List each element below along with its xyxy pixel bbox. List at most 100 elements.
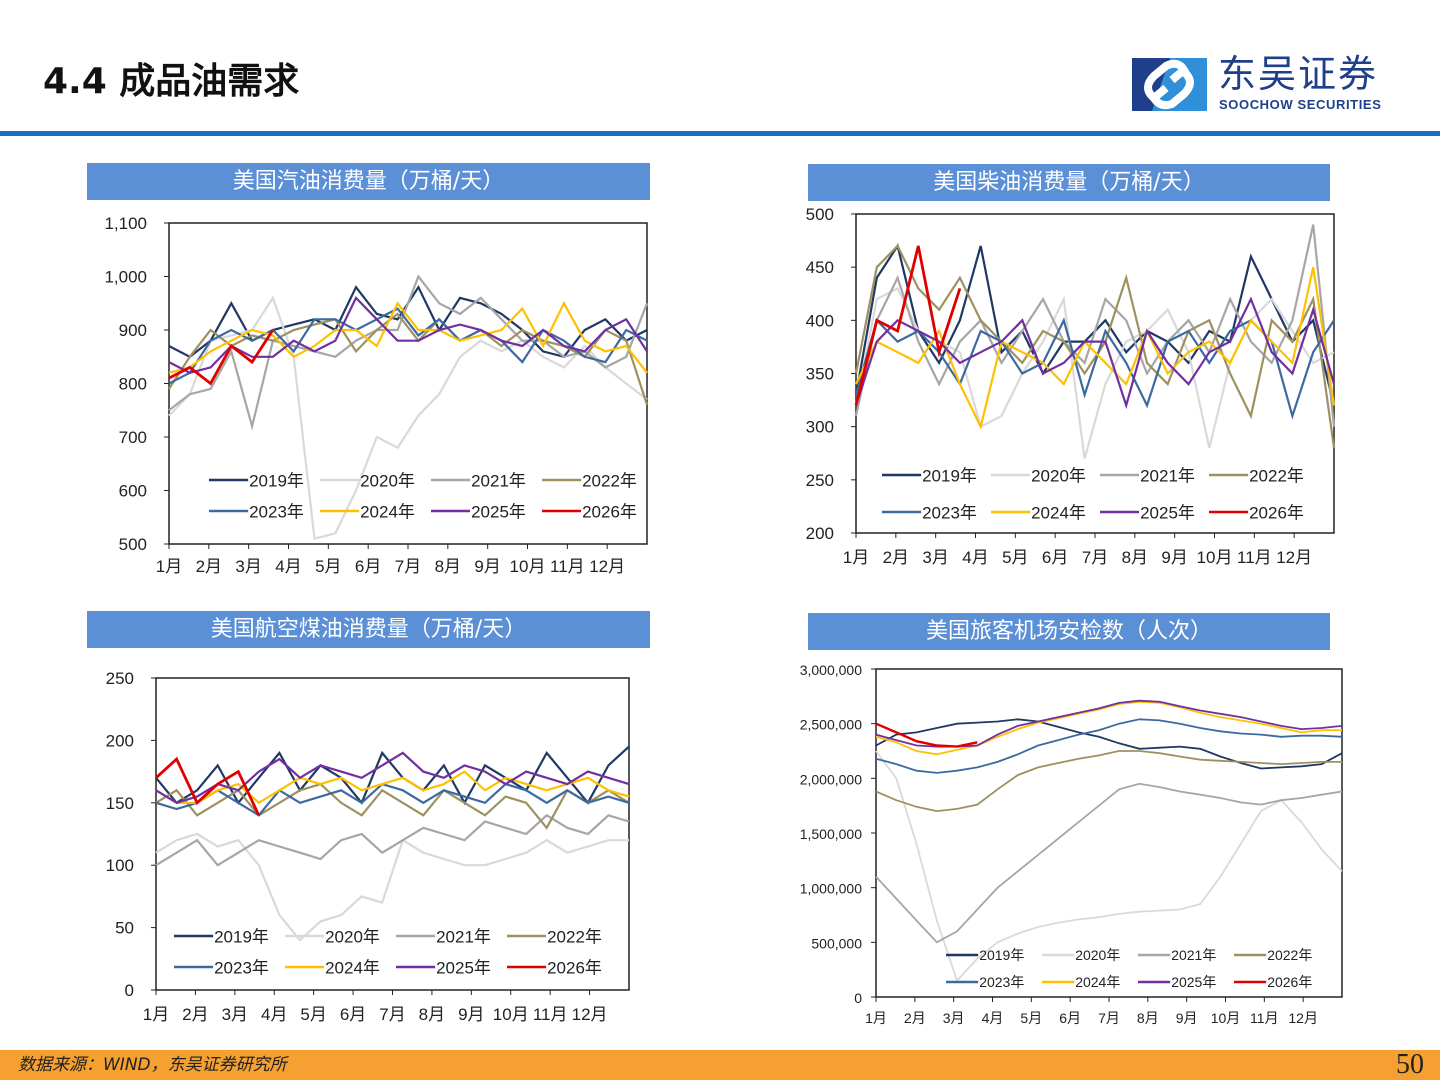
series-line-2020 xyxy=(155,832,629,942)
x-tick-label: 12月 xyxy=(589,557,625,576)
logo-text-en: SOOCHOW SECURITIES xyxy=(1219,97,1382,112)
x-tick-label: 11月 xyxy=(1250,1010,1279,1026)
y-tick-label: 400 xyxy=(806,311,834,330)
chart-2: 0 50 100 150 200 250 1月 2月 3月 4月 5月 6月 7月 8月 9月 10月 11月 1… xyxy=(106,669,630,1024)
x-tick-label: 4月 xyxy=(962,548,988,567)
legend-label: 2023年 xyxy=(979,974,1024,990)
y-tick-label: 0 xyxy=(854,990,862,1006)
legend-label: 2020年 xyxy=(325,927,380,946)
plot-area xyxy=(855,213,1335,534)
series-line-2021 xyxy=(854,224,1336,427)
y-tick-label: 500,000 xyxy=(811,935,862,951)
series-line-2026 xyxy=(875,722,978,748)
legend-label: 2024年 xyxy=(360,502,415,521)
series-line-2021 xyxy=(168,274,649,431)
y-tick-label: 700 xyxy=(119,428,147,447)
legend-label: 2019年 xyxy=(249,471,304,490)
series-line-2025 xyxy=(168,296,648,374)
x-tick-label: 8月 xyxy=(1137,1010,1159,1026)
legend-label: 2025年 xyxy=(471,502,526,521)
legend-label: 2025年 xyxy=(1171,974,1216,990)
x-tick-label: 5月 xyxy=(300,1005,326,1024)
legend-label: 2026年 xyxy=(582,502,637,521)
series-line-2024 xyxy=(155,770,630,805)
y-tick-label: 250 xyxy=(106,669,134,688)
chart-1: 200 250 300 350 400 450 500 1月 2月 3月 4月 5月 6月 7月 8月 9月 1… xyxy=(806,205,1336,567)
logo-mark-icon xyxy=(1132,58,1207,111)
header-divider xyxy=(0,131,1440,136)
legend-label: 2024年 xyxy=(1075,974,1120,990)
legend-label: 2024年 xyxy=(325,958,380,977)
x-tick-label: 6月 xyxy=(355,557,381,576)
y-tick-label: 350 xyxy=(806,365,834,384)
chart-title-tsa: 美国旅客机场安检数（人次） xyxy=(808,613,1330,650)
y-tick-label: 200 xyxy=(106,731,134,750)
chart-3: 0 500,000 1,000,000 1,500,000 2,000,000 2,500… xyxy=(800,662,1343,1026)
x-tick-label: 4月 xyxy=(982,1010,1004,1026)
legend-label: 2023年 xyxy=(922,503,977,522)
x-tick-label: 8月 xyxy=(419,1005,445,1024)
legend-label: 2026年 xyxy=(1267,974,1312,990)
legend-label: 2026年 xyxy=(547,958,602,977)
legend-label: 2023年 xyxy=(249,502,304,521)
legend-label: 2020年 xyxy=(1075,947,1120,963)
x-tick-label: 7月 xyxy=(395,557,421,576)
legend-label: 2021年 xyxy=(1171,947,1216,963)
x-tick-label: 6月 xyxy=(1042,548,1068,567)
y-tick-label: 500 xyxy=(119,535,147,554)
x-tick-label: 6月 xyxy=(1059,1010,1081,1026)
legend-label: 2021年 xyxy=(436,927,491,946)
plot-area xyxy=(155,677,630,991)
series-line-2019 xyxy=(875,718,1343,770)
chart-0: 500 600 700 800 900 1,000 1,100 1月 2月 3月 4月 5月 6月 7月 8… xyxy=(104,214,649,576)
y-tick-label: 900 xyxy=(119,321,147,340)
y-tick-label: 250 xyxy=(806,471,834,490)
page-number: 50 xyxy=(1396,1049,1424,1080)
legend-label: 2019年 xyxy=(922,466,977,485)
x-tick-label: 9月 xyxy=(1161,548,1187,567)
y-tick-label: 0 xyxy=(125,981,134,1000)
x-tick-label: 2月 xyxy=(883,548,909,567)
footer-bar xyxy=(0,1050,1440,1080)
legend-label: 2025年 xyxy=(436,958,491,977)
x-tick-label: 12月 xyxy=(1288,1010,1318,1026)
x-tick-label: 11月 xyxy=(533,1005,568,1024)
chart-title-gasoline: 美国汽油消费量（万桶/天） xyxy=(87,163,650,200)
x-tick-label: 4月 xyxy=(275,557,301,576)
series-line-2021 xyxy=(155,813,630,867)
series-line-2023 xyxy=(155,782,630,817)
series-line-2026 xyxy=(155,756,261,816)
x-tick-label: 3月 xyxy=(235,557,261,576)
x-tick-label: 9月 xyxy=(474,557,500,576)
x-tick-label: 12月 xyxy=(572,1005,608,1024)
x-tick-label: 8月 xyxy=(435,557,461,576)
y-tick-label: 800 xyxy=(119,375,147,394)
x-tick-label: 2月 xyxy=(196,557,222,576)
legend-label: 2023年 xyxy=(214,958,269,977)
legend-label: 2021年 xyxy=(1140,466,1195,485)
x-tick-label: 9月 xyxy=(458,1005,484,1024)
plot-area xyxy=(168,222,648,545)
series-line-2020 xyxy=(875,750,1343,983)
x-tick-label: 3月 xyxy=(222,1005,248,1024)
series-line-2024 xyxy=(875,700,1342,756)
logo-text-cn: 东吴证券 xyxy=(1218,52,1379,96)
x-tick-label: 10月 xyxy=(1211,1010,1241,1026)
legend-label: 2022年 xyxy=(1267,947,1312,963)
series-line-2023 xyxy=(875,718,1343,774)
x-tick-label: 8月 xyxy=(1122,548,1148,567)
x-tick-label: 1月 xyxy=(143,1005,169,1024)
y-tick-label: 1,500,000 xyxy=(800,826,862,842)
series-line-2021 xyxy=(875,782,1343,944)
x-tick-label: 10月 xyxy=(493,1005,529,1024)
legend-label: 2021年 xyxy=(471,471,526,490)
x-tick-label: 1月 xyxy=(156,557,182,576)
y-tick-label: 2,000,000 xyxy=(800,771,862,787)
x-tick-label: 1月 xyxy=(865,1010,887,1026)
series-line-2023 xyxy=(168,307,648,385)
legend-label: 2026年 xyxy=(1249,503,1304,522)
x-tick-label: 12月 xyxy=(1276,548,1312,567)
x-tick-label: 3月 xyxy=(943,1010,965,1026)
x-tick-label: 3月 xyxy=(922,548,948,567)
legend-label: 2020年 xyxy=(360,471,415,490)
